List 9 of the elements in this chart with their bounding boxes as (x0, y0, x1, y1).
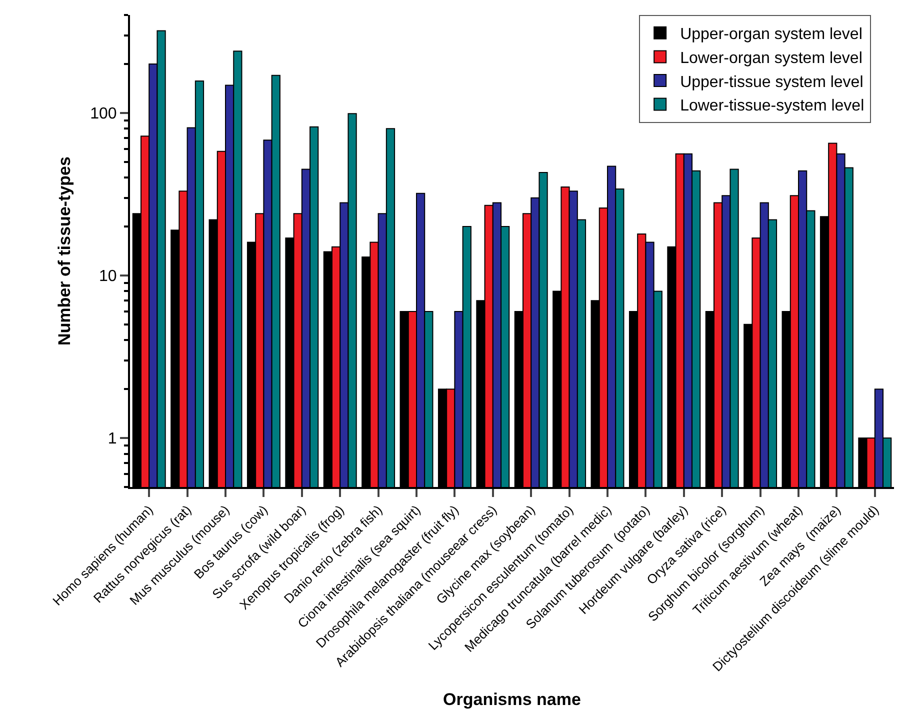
legend-label: Lower-organ system level (680, 50, 862, 67)
legend-label: Lower-tissue-system level (680, 98, 864, 115)
x-axis-title: Organisms name (443, 690, 581, 710)
y-axis-title: Number of tissue-types (55, 156, 74, 346)
y-tick-label: 1 (108, 430, 117, 448)
legend-label: Upper-organ system level (680, 26, 862, 44)
y-tick-label: 10 (99, 268, 117, 286)
y-tick-label: 100 (90, 105, 117, 122)
legend-label: Upper-tissue system level (680, 74, 864, 91)
